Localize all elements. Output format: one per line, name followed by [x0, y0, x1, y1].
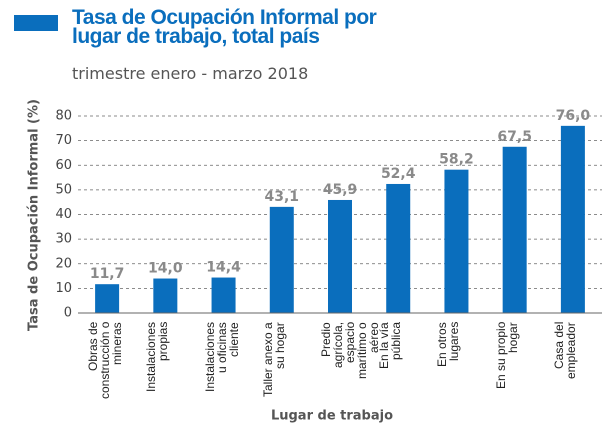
data-label: 76,0 — [556, 108, 591, 124]
data-label: 43,1 — [265, 189, 300, 205]
bar — [211, 277, 236, 313]
bar — [444, 169, 469, 313]
y-tick-label: 0 — [64, 306, 72, 321]
bar — [153, 278, 178, 313]
bar — [502, 146, 527, 313]
y-tick-label: 40 — [55, 207, 72, 222]
bar — [328, 199, 352, 313]
x-tick-label: Casa del empleador — [551, 322, 578, 379]
data-label: 14,4 — [206, 260, 241, 276]
bar — [269, 206, 294, 313]
x-tick-label: En otros lugares — [435, 322, 462, 367]
chart-subtitle: trimestre enero - marzo 2018 — [72, 64, 309, 83]
x-tick-label: Instalaciones u oficinas cliente — [202, 322, 241, 393]
x-tick-label: Taller anexo a su hogar — [260, 322, 287, 397]
title-marker — [14, 15, 58, 31]
bar — [95, 284, 120, 313]
y-axis-label: Tasa de Ocupación Informal (%) — [27, 99, 42, 331]
x-tick-label: Instalaciones propias — [144, 322, 171, 393]
x-tick-label: Obras de construcción o mineras — [86, 322, 125, 400]
y-tick-label: 30 — [55, 232, 72, 247]
bar — [386, 183, 411, 313]
y-tick-label: 70 — [55, 133, 72, 148]
data-label: 45,9 — [323, 182, 358, 198]
bar — [560, 125, 585, 313]
x-tick-label: En la vía pública — [377, 322, 404, 369]
y-tick-label: 60 — [55, 158, 72, 173]
x-axis-label: Lugar de trabajo — [271, 409, 393, 424]
y-tick-label: 50 — [55, 182, 72, 197]
data-label: 52,4 — [381, 166, 416, 182]
y-tick-label: 80 — [55, 109, 72, 124]
data-label: 67,5 — [497, 129, 532, 145]
x-tick-label: Predio agrícola, espacio marítimo o aére… — [319, 322, 381, 379]
data-label: 11,7 — [90, 266, 125, 282]
chart-title: Tasa de Ocupación Informal por lugar de … — [72, 6, 377, 48]
data-label: 58,2 — [439, 152, 474, 168]
x-tick-label: En su propio hogar — [493, 322, 520, 390]
data-label: 14,0 — [148, 261, 183, 277]
y-tick-label: 10 — [55, 281, 72, 296]
y-tick-label: 20 — [55, 256, 72, 271]
